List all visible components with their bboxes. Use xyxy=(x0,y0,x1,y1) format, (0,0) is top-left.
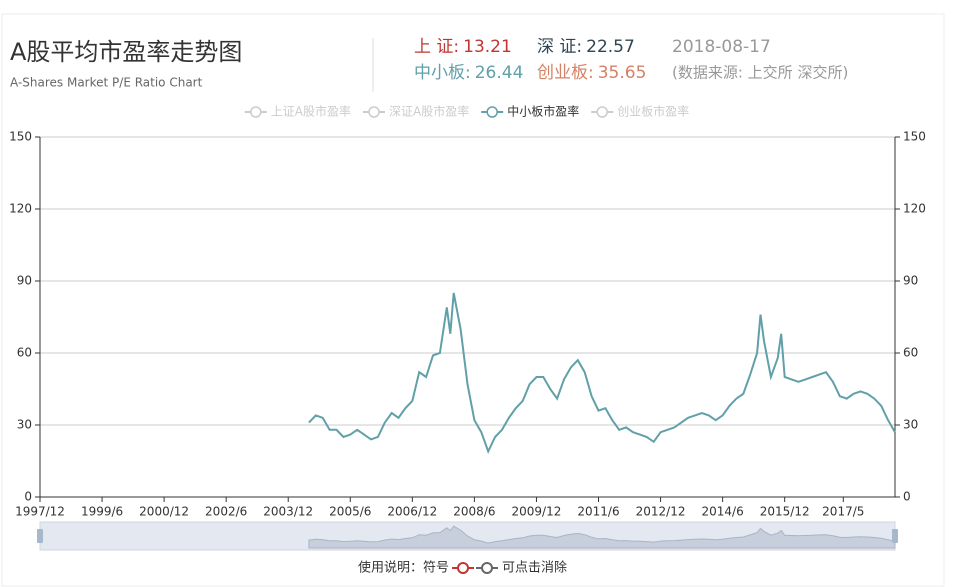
x-tick-label: 2008/6 xyxy=(453,505,495,519)
legend-item[interactable]: 上证A股市盈率 xyxy=(244,104,351,119)
y2-tick-label: 150 xyxy=(903,130,926,144)
y-tick-label: 30 xyxy=(17,418,32,432)
x-tick-label: 2017/5 xyxy=(822,505,864,519)
y-tick-label: 60 xyxy=(17,346,32,360)
legend-icon xyxy=(486,106,498,118)
y-tick-label: 0 xyxy=(24,490,32,504)
x-tick-label: 2006/12 xyxy=(387,505,437,519)
x-tick-label: 2011/6 xyxy=(577,505,619,519)
y2-tick-label: 90 xyxy=(903,274,918,288)
legend-label: 创业板市盈率 xyxy=(617,104,689,119)
legend-icon xyxy=(368,106,380,118)
card xyxy=(1,13,945,587)
legend-icon xyxy=(596,106,608,118)
footer: 使用说明：符号 可点击消除 xyxy=(358,560,567,576)
y-tick-label: 150 xyxy=(9,130,32,144)
plot: 0 30 60 90 120 150 0 30 60 90 120 150 1997/12 1999/6 2… xyxy=(9,130,926,519)
footer-text: 使用说明：符号 xyxy=(358,560,449,576)
x-tick-label: 1997/12 xyxy=(15,505,65,519)
stat: 中小板: 26.44 xyxy=(414,63,523,83)
y2-tick-label: 120 xyxy=(903,202,926,216)
footer-text: 可点击消除 xyxy=(502,561,567,576)
legend-label: 中小板市盈率 xyxy=(507,104,579,119)
x-tick-label: 2002/6 xyxy=(205,505,247,519)
y2-tick-label: 0 xyxy=(903,490,911,504)
date: 2018-08-17 xyxy=(672,37,771,57)
icon-circle xyxy=(481,562,493,574)
zoom-area xyxy=(308,525,896,549)
zoom-handle[interactable] xyxy=(892,529,898,543)
stat: 创业板: 35.65 xyxy=(537,63,646,83)
icon-circle xyxy=(457,562,469,574)
x-tick-label: 2000/12 xyxy=(139,505,189,519)
zoom-handle[interactable] xyxy=(37,529,43,543)
y-tick-label: 90 xyxy=(17,274,32,288)
x-tick-label: 2015/12 xyxy=(760,505,810,519)
title: A股平均市盈率走势图 xyxy=(10,38,242,66)
y-tick-label: 120 xyxy=(9,202,32,216)
footer-icons xyxy=(452,562,498,574)
series-line xyxy=(308,292,896,454)
x-tick-label: 2009/12 xyxy=(512,505,562,519)
x-tick-label: 2003/12 xyxy=(263,505,313,519)
subtitle: A-Shares Market P/E Ratio Chart xyxy=(10,76,203,90)
y2-tick-label: 30 xyxy=(903,418,918,432)
x-tick-label: 1999/6 xyxy=(81,505,123,519)
legend-icon xyxy=(250,106,262,118)
legend-item[interactable]: 深证A股市盈率 xyxy=(363,104,469,119)
legend-label: 深证A股市盈率 xyxy=(389,104,469,119)
x-tick-label: 2012/12 xyxy=(636,505,686,519)
legend-item[interactable]: 创业板市盈率 xyxy=(591,104,689,119)
x-tick-label: 2005/6 xyxy=(329,505,371,519)
x-tick-label: 2014/6 xyxy=(702,505,744,519)
stat: 深 证: 22.57 xyxy=(537,37,635,57)
legend: 上证A股市盈率 深证A股市盈率 中小板市盈率 创业板市盈率 xyxy=(244,104,689,119)
y2-tick-label: 60 xyxy=(903,346,918,360)
legend-label: 上证A股市盈率 xyxy=(271,104,351,119)
zoom-preview xyxy=(308,525,896,549)
stat: 上 证: 13.21 xyxy=(414,37,512,57)
source: (数据来源: 上交所 深交所) xyxy=(672,64,848,82)
legend-item[interactable]: 中小板市盈率 xyxy=(481,104,579,119)
